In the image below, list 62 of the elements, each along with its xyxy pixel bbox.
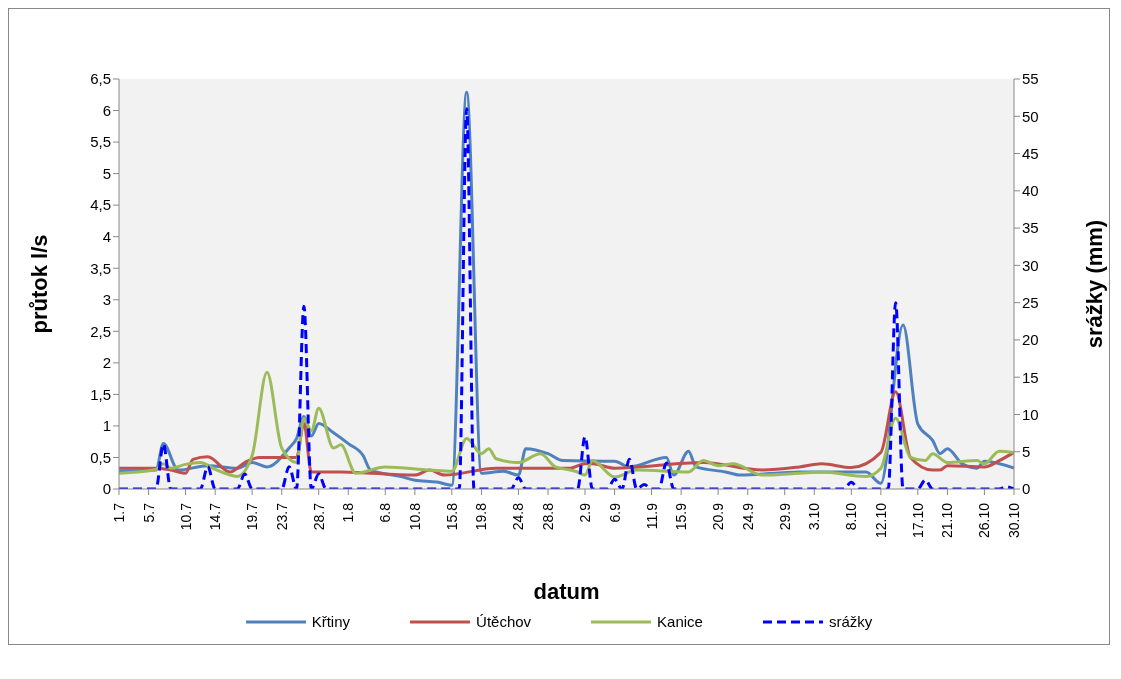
x-tick-label: 15.8	[443, 502, 460, 531]
y-tick-label: 1,5	[90, 385, 111, 403]
x-tick-label: 28.7	[310, 502, 327, 531]
y2-tick-label: 15	[1022, 368, 1039, 386]
y2-tick-label: 40	[1022, 182, 1039, 200]
legend-label: Křtiny	[311, 613, 351, 630]
x-tick-label: 14.7	[207, 502, 224, 531]
x-tick-label: 5.7	[140, 502, 157, 523]
x-tick-label: 24.9	[739, 502, 756, 531]
x-tick-label: 24.8	[510, 502, 527, 531]
y-tick-label: 4	[102, 228, 111, 246]
y2-tick-label: 10	[1022, 405, 1039, 423]
y2-tick-label: 35	[1022, 219, 1039, 237]
y2-tick-label: 20	[1022, 331, 1039, 349]
x-tick-label: 23.7	[273, 502, 290, 531]
x-tick-label: 6.8	[377, 502, 394, 523]
x-axis-title: datum	[533, 579, 600, 604]
legend-label: srážky	[828, 613, 873, 630]
y2-tick-label: 5	[1022, 443, 1031, 461]
x-tick-label: 11.9	[643, 502, 660, 530]
y-tick-label: 3,5	[90, 259, 111, 277]
y-tick-label: 1	[102, 417, 111, 435]
x-tick-label: 17.10	[909, 502, 926, 539]
y-tick-label: 4,5	[90, 196, 111, 214]
x-tick-label: 8.10	[843, 502, 860, 531]
y2-axis-title: srážky (mm)	[1081, 219, 1107, 349]
x-tick-label: 21.10	[939, 502, 956, 539]
legend-label: Kanice	[657, 613, 703, 630]
y2-tick-label: 0	[1022, 480, 1031, 498]
y-tick-label: 0,5	[90, 448, 111, 466]
x-tick-label: 1.8	[340, 502, 357, 523]
y-tick-label: 5,5	[90, 133, 111, 151]
x-tick-label: 2.9	[576, 502, 593, 523]
x-tick-label: 19.7	[244, 502, 261, 531]
x-tick-label: 10.7	[177, 502, 194, 531]
x-tick-label: 12.10	[872, 502, 889, 539]
y-tick-label: 2	[102, 354, 111, 372]
x-tick-label: 30.10	[1006, 502, 1022, 539]
legend-label: Útěchov	[476, 613, 532, 630]
y-tick-label: 0	[102, 480, 111, 498]
x-tick-label: 26.10	[976, 502, 993, 539]
line-series	[119, 370, 1014, 479]
y2-tick-label: 50	[1022, 107, 1039, 125]
y2-tick-label: 45	[1022, 144, 1039, 162]
y-tick-label: 2,5	[90, 322, 111, 340]
y2-tick-label: 55	[1022, 70, 1039, 88]
x-tick-label: 1.7	[111, 502, 127, 523]
y-tick-label: 3	[102, 291, 111, 309]
y-tick-label: 6,5	[90, 70, 111, 88]
x-tick-label: 3.10	[806, 502, 823, 531]
x-tick-label: 20.9	[710, 502, 727, 531]
x-tick-label: 10.8	[406, 502, 423, 531]
x-tick-label: 19.8	[473, 502, 490, 531]
y-tick-label: 6	[102, 101, 111, 119]
x-tick-label: 15.9	[673, 502, 690, 531]
y2-tick-label: 25	[1022, 293, 1039, 311]
x-tick-label: 28.8	[540, 502, 557, 531]
y2-tick-label: 30	[1022, 256, 1039, 274]
y-tick-label: 5	[102, 164, 111, 182]
x-tick-label: 6.9	[606, 502, 623, 523]
y-axis-title: průtok l/s	[26, 234, 52, 334]
x-tick-label: 29.9	[776, 502, 793, 531]
